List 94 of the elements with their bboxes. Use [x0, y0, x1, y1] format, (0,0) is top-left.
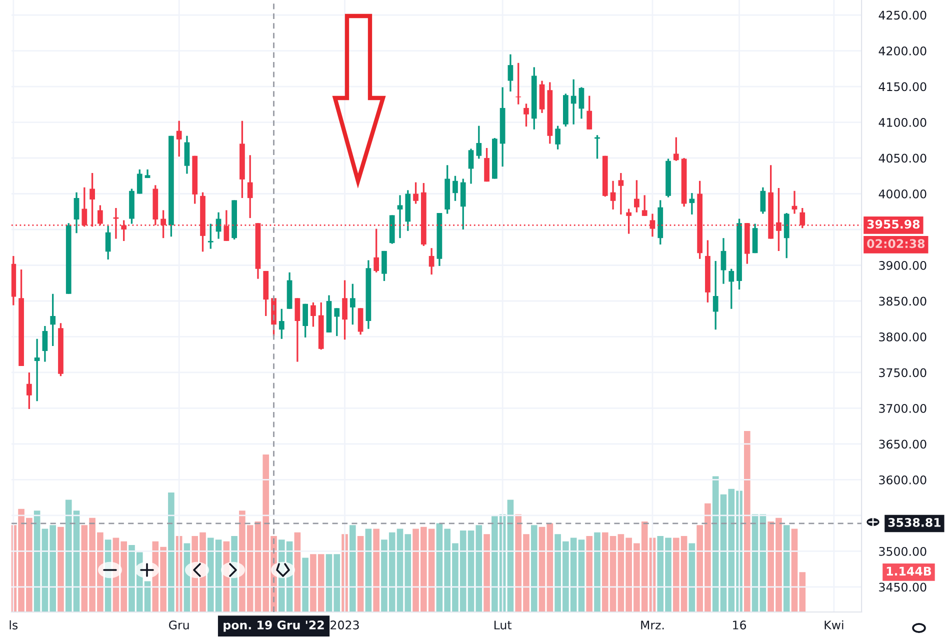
candlestick: [374, 228, 380, 274]
candlestick: [382, 250, 387, 282]
y-tick-label: 3750.00: [879, 368, 926, 378]
bar: [365, 528, 372, 612]
candlestick: [334, 307, 340, 337]
y-tick-label: 3600.00: [879, 475, 926, 484]
bar: [58, 526, 64, 612]
bar: [34, 510, 40, 612]
bar: [578, 540, 585, 612]
candlestick: [689, 192, 695, 216]
candlestick: [50, 293, 56, 347]
bar: [357, 536, 364, 612]
candlestick: [468, 148, 474, 185]
candlestick: [570, 78, 576, 126]
bar: [294, 532, 301, 612]
candlestick: [476, 124, 482, 160]
y-tick-label: 4200.00: [878, 46, 926, 56]
candlestick: [105, 225, 111, 260]
x-tick-label: 16: [733, 620, 746, 630]
candlestick: [208, 222, 214, 250]
bar: [586, 536, 593, 612]
text: 02:02:38: [867, 239, 925, 248]
y-tick-label: 4050.00: [878, 154, 926, 163]
ref-line-label: 3955.98: [867, 220, 920, 229]
text: 1.144B: [886, 566, 932, 576]
candlestick: [428, 247, 434, 276]
x-tick-label: Kwi: [824, 620, 844, 630]
bar: [546, 523, 554, 612]
candlestick: [302, 303, 308, 338]
bar: [760, 514, 766, 612]
x-tick-label: Lut: [494, 620, 512, 630]
y-tick-label: 3850.00: [879, 296, 926, 306]
x-tick-label: Gru: [169, 620, 189, 630]
candlestick: [555, 124, 560, 150]
candlestick: [247, 154, 253, 219]
candlestick: [358, 307, 364, 336]
bar: [507, 500, 514, 612]
candlestick: [720, 237, 726, 285]
ref-line-label: 3538.81: [888, 518, 941, 527]
candlestick: [176, 120, 182, 158]
x-tick-label: 2023: [330, 620, 359, 630]
candlestick: [578, 86, 584, 120]
bar: [373, 528, 380, 612]
x-tick-label: Mrz.: [641, 620, 664, 630]
bar: [168, 492, 174, 612]
candlestick: [792, 190, 798, 215]
candlestick: [728, 268, 734, 310]
candlestick: [74, 191, 80, 234]
bar: [783, 525, 790, 612]
y-tick-label: 4150.00: [878, 82, 926, 92]
candlestick: [350, 283, 356, 326]
bar: [538, 526, 546, 612]
candlestick: [610, 180, 616, 210]
y-tick-label: 3650.00: [879, 440, 926, 449]
bar: [688, 543, 696, 612]
x-tick-label: pon. 19 Gru '22: [224, 620, 324, 632]
candlestick: [136, 168, 142, 195]
candlestick: [310, 302, 316, 328]
candlestick: [294, 297, 300, 363]
bar: [350, 525, 356, 612]
bar: [530, 525, 538, 612]
y-tick-label: 3700.00: [879, 404, 926, 413]
candlestick: [278, 308, 284, 340]
bar: [302, 558, 308, 612]
candlestick: [618, 172, 624, 216]
candlestick: [760, 186, 766, 215]
bar: [752, 514, 758, 612]
y-tick-label: 4250.00: [878, 10, 926, 20]
y-tick-label: 3500.00: [879, 546, 926, 556]
candlestick: [484, 147, 490, 182]
candlestick: [586, 94, 592, 130]
y-tick-label: 3450.00: [879, 582, 926, 592]
y-tick-label: 4000.00: [878, 189, 926, 198]
bar: [594, 532, 600, 612]
candlestick: [42, 325, 48, 363]
candlestick: [397, 194, 403, 239]
candlestick: [184, 135, 190, 175]
candlestick: [712, 260, 718, 330]
x-tick-label: ls: [10, 620, 18, 630]
candlestick: [26, 372, 32, 410]
candlestick: [342, 279, 348, 340]
y-tick-label: 4100.00: [878, 118, 926, 127]
y-tick-label: 3800.00: [879, 332, 926, 342]
candlestick: [413, 181, 418, 205]
candlestick: [508, 54, 514, 92]
y-tick-label: 3900.00: [879, 260, 926, 270]
bar: [484, 534, 490, 612]
candlestick: [642, 194, 648, 217]
candlestick: [634, 179, 640, 214]
candlestick: [452, 175, 458, 202]
candlestick: [524, 102, 529, 128]
bar: [744, 431, 750, 612]
candlestick: [673, 136, 679, 162]
candlestick: [34, 338, 40, 402]
